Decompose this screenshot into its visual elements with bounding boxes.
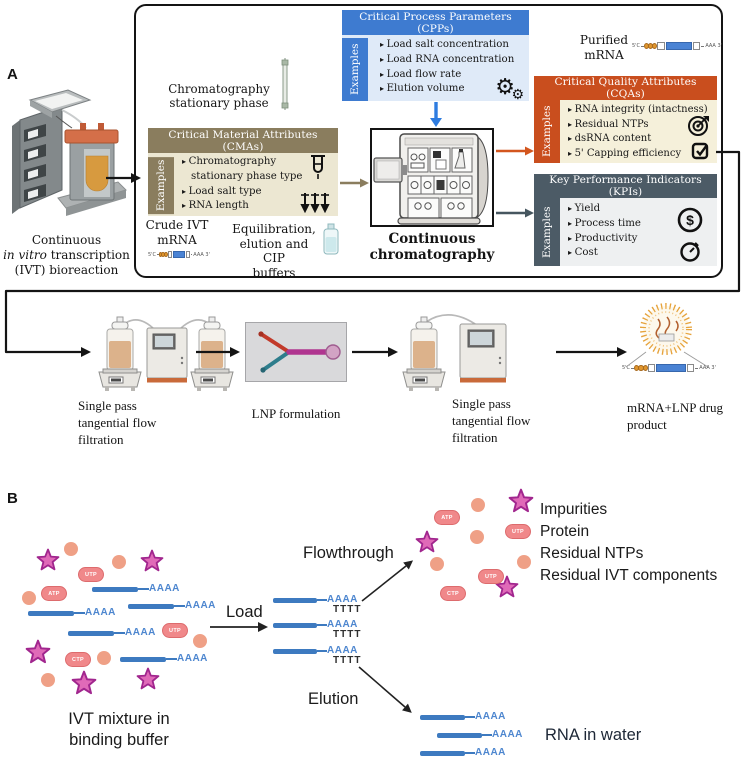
mrna-strand: AAAA xyxy=(120,653,208,665)
buffers-label: Equilibration, elution and CIP buffers xyxy=(232,222,316,280)
impurity-star-icon xyxy=(495,575,519,598)
gears-icon: ⚙ xyxy=(495,75,515,100)
stopwatch-icon xyxy=(680,242,700,262)
buffer-bottle-icon xyxy=(323,223,339,255)
panel-a-label: A xyxy=(7,66,18,83)
ivt-component-dot xyxy=(517,555,531,569)
ivt-component-dot xyxy=(41,673,55,687)
crude-ivt-schematic: 5'C AAA 3' xyxy=(148,251,210,258)
lnp-caption: LNP formulation xyxy=(251,406,341,421)
legend-protein: Protein xyxy=(540,523,590,540)
cma-title: Critical Material Attributes (CMAs) xyxy=(148,128,338,153)
impurity-star-icon xyxy=(71,670,97,695)
lnp-mixer-illustration xyxy=(245,322,347,382)
ntp-oval: UTP xyxy=(78,567,104,582)
kpi-items: Yield Process time Productivity Cost xyxy=(560,198,643,266)
impurity-star-icon xyxy=(415,530,439,553)
ivt-component-dot xyxy=(64,542,78,556)
product-mrna-schematic: 5'C AAA 3' xyxy=(622,364,716,372)
purified-mrna-label: Purified mRNA xyxy=(579,33,629,62)
cma-box: Critical Material Attributes (CMAs) Exam… xyxy=(148,128,338,217)
ivt-component-dot xyxy=(97,651,111,665)
ivt-component-dot xyxy=(22,591,36,605)
svg-text:$: $ xyxy=(686,212,694,228)
salt-pins-icon xyxy=(300,193,330,214)
cqa-examples-label: Examples xyxy=(534,100,560,163)
cma-examples-label: Examples xyxy=(148,157,174,215)
cpp-title: Critical Process Parameters (CPPs) xyxy=(342,10,529,35)
eluted-rna-strand: AAAA xyxy=(420,747,506,758)
ntp-oval: CTP xyxy=(440,586,466,601)
ivt-component-dot xyxy=(193,634,207,648)
ntp-oval: UTP xyxy=(505,524,531,539)
stationary-phase-label: Chromatography stationary phase xyxy=(168,82,270,111)
cqa-title: Critical Quality Attributes (CQAs) xyxy=(534,76,717,100)
ivt-component-dot xyxy=(471,498,485,512)
flowthrough-label: Flowthrough xyxy=(303,544,394,562)
chromatography-machine-illustration xyxy=(373,133,489,225)
cqa-box: Critical Quality Attributes (CQAs) Examp… xyxy=(534,76,717,163)
column-tube-icon xyxy=(311,155,325,179)
ntp-oval: CTP xyxy=(65,652,91,667)
mrna-strand: AAAA xyxy=(68,627,156,639)
ivt-bioreactor-illustration xyxy=(12,89,127,216)
chromatography-column-icon xyxy=(281,58,289,110)
cma-items: Chromatography stationary phase type Loa… xyxy=(174,153,315,216)
tff-unit-1-illustration xyxy=(98,316,234,391)
product-caption: mRNA+LNP drug product xyxy=(627,400,724,432)
panel-b-label: B xyxy=(7,490,18,507)
ivt-component-dot xyxy=(470,530,484,544)
impurity-star-icon xyxy=(25,639,51,664)
crude-ivt-label: Crude IVT mRNA xyxy=(145,218,209,247)
cpp-items: Load salt concentration Load RNA concent… xyxy=(368,35,516,101)
ntp-oval: ATP xyxy=(434,510,460,525)
mixture-caption: IVT mixture in binding buffer xyxy=(68,710,170,750)
bioreactor-caption: Continuous in vitro transcription (IVT) … xyxy=(3,233,130,277)
gear-small-icon: ⚙ xyxy=(511,87,524,103)
impurity-star-icon xyxy=(136,667,160,690)
legend-residual-ivt: Residual IVT components xyxy=(540,567,718,584)
mrna-strand: AAAA xyxy=(28,607,116,619)
eluted-rna-strand: AAAA xyxy=(420,711,506,723)
ntp-oval: ATP xyxy=(41,586,67,601)
bound-strand: AAAA TTTT xyxy=(273,645,383,667)
kpi-title: Key Performance Indicators (KPIs) xyxy=(534,174,717,198)
kpi-box: Key Performance Indicators (KPIs) Exampl… xyxy=(534,174,717,266)
ntp-oval: UTP xyxy=(478,569,504,584)
dollar-icon: $ xyxy=(677,207,703,233)
cpp-box: Critical Process Parameters (CPPs) Examp… xyxy=(342,10,529,103)
rna-in-water-label: RNA in water xyxy=(545,726,642,744)
legend-residual-ntps: Residual NTPs xyxy=(540,545,644,562)
load-label: Load xyxy=(226,603,263,621)
tff2-caption: Single pass tangential flow filtration xyxy=(452,396,531,445)
purified-mrna-schematic: 5'C AAA 3' xyxy=(632,42,722,50)
chromatography-caption: Continuous chromatography xyxy=(369,231,495,263)
mrna-strand: AAAA xyxy=(128,600,216,612)
eluted-rna-strand: AAAA xyxy=(437,729,523,741)
ivt-component-dot xyxy=(430,557,444,571)
mrna-strand: AAAA xyxy=(92,583,180,595)
impurity-star-icon xyxy=(36,548,60,571)
lnp-particle-illustration xyxy=(640,303,692,355)
impurity-star-icon xyxy=(508,488,534,513)
impurity-star-icon xyxy=(140,549,164,572)
elution-label: Elution xyxy=(308,690,359,708)
ivt-component-dot xyxy=(112,555,126,569)
ntp-oval: UTP xyxy=(162,623,188,638)
tff1-caption: Single pass tangential flow filtration xyxy=(78,398,157,447)
bound-strand: AAAA TTTT xyxy=(273,594,383,616)
target-icon xyxy=(688,116,709,136)
checkbox-icon xyxy=(691,142,709,160)
cpp-examples-label: Examples xyxy=(342,38,368,101)
tff-unit-2-illustration xyxy=(402,314,507,391)
bound-strand: AAAA TTTT xyxy=(273,619,383,641)
legend-impurities: Impurities xyxy=(540,501,608,518)
kpi-examples-label: Examples xyxy=(534,198,560,266)
